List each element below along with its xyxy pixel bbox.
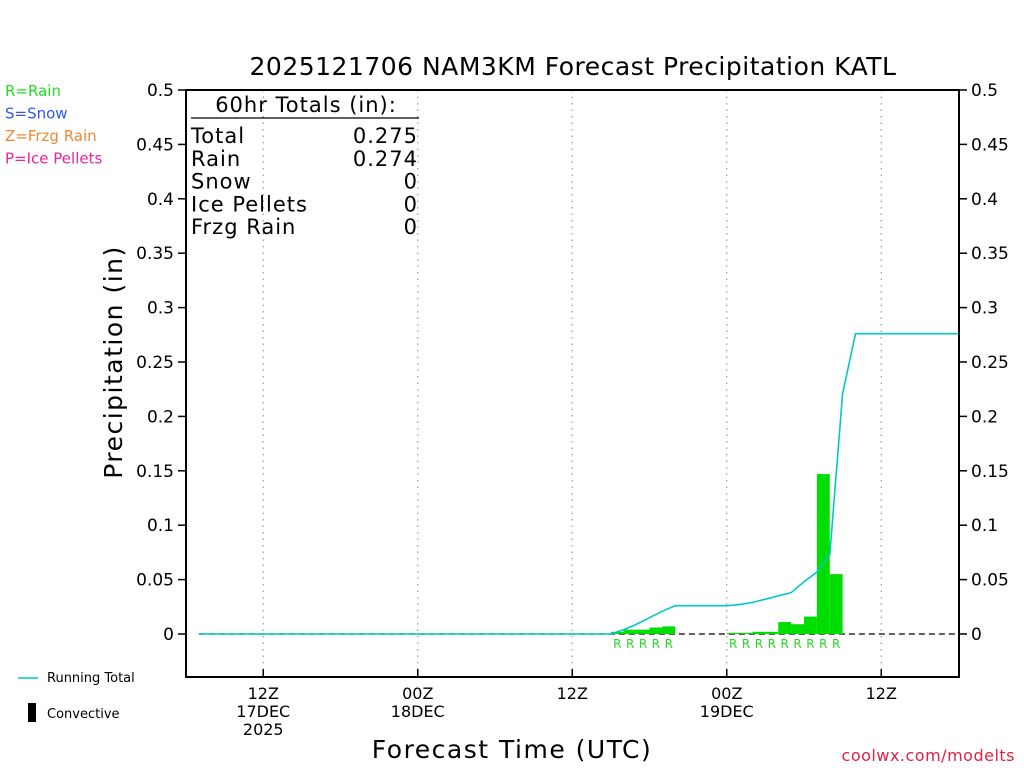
y-tick-label: 0.15 xyxy=(136,462,174,482)
x-tick-label: 12Z xyxy=(248,684,279,703)
y-tick-label-right: 0.05 xyxy=(971,571,1009,591)
x-axis-label: Forecast Time (UTC) xyxy=(372,735,652,764)
line-legend: Running Total Convective xyxy=(18,671,135,722)
precip-bar xyxy=(778,622,792,634)
totals-row-label: Rain xyxy=(191,147,241,171)
y-tick-label-right: 0.25 xyxy=(971,353,1009,373)
y-tick-label-right: 0.15 xyxy=(971,462,1009,482)
precip-bar xyxy=(623,629,637,634)
credit-text: coolwx.com/modelts xyxy=(842,746,1015,765)
precip-type-marker: R xyxy=(768,637,776,651)
y-tick-label: 0.2 xyxy=(147,407,174,427)
totals-heading: 60hr Totals (in): xyxy=(215,93,397,117)
y-tick-label-right: 0.2 xyxy=(971,407,998,427)
y-tick-label: 0.05 xyxy=(136,571,174,591)
convective-legend-swatch xyxy=(28,703,36,722)
y-tick-label-right: 0 xyxy=(971,625,982,645)
x-tick-label: 12Z xyxy=(866,684,897,703)
precip-bar xyxy=(816,474,830,634)
precip-type-legend-item: S=Snow xyxy=(5,105,68,123)
totals-row-value: 0 xyxy=(404,215,418,239)
precip-bar xyxy=(752,631,766,634)
convective-legend-label: Convective xyxy=(47,707,120,722)
x-tick-label: 00Z xyxy=(402,684,433,703)
running-total-legend-label: Running Total xyxy=(47,671,135,686)
totals-row-value: 0.274 xyxy=(353,147,418,171)
precip-bar xyxy=(765,631,779,634)
totals-row-value: 0 xyxy=(404,170,418,194)
precip-type-marker: R xyxy=(729,637,737,651)
precip-type-legend: R=Rain S=Snow Z=Frzg Rain P=Ice Pellets xyxy=(5,82,102,168)
totals-row-value: 0 xyxy=(404,192,418,216)
totals-row-label: Snow xyxy=(191,170,252,194)
precip-bar xyxy=(726,632,740,634)
precip-type-marker: R xyxy=(613,637,621,651)
precip-bar xyxy=(662,626,676,634)
precip-bar xyxy=(791,624,804,634)
y-tick-label: 0.3 xyxy=(147,299,174,319)
precip-bar xyxy=(804,616,817,634)
precip-type-legend-item: Z=Frzg Rain xyxy=(5,127,97,145)
precip-type-marker: R xyxy=(806,637,814,651)
precip-type-marker: R xyxy=(639,637,647,651)
y-axis-left: 0 0.05 0.1 0.15 0.2 0.25 0.3 0.35 0.4 0.45 0.5 xyxy=(136,81,186,645)
running-total-line xyxy=(198,332,959,635)
y-tick-label-right: 0.45 xyxy=(971,135,1009,155)
y-tick-label: 0.4 xyxy=(147,190,174,210)
precip-bar xyxy=(649,627,663,634)
y-axis-label: Precipitation (in) xyxy=(99,245,128,479)
y-tick-label: 0.25 xyxy=(136,353,174,373)
totals-row-value: 0.275 xyxy=(353,124,418,148)
y-tick-label: 0 xyxy=(163,625,174,645)
x-tick-label: 18DEC xyxy=(391,702,445,721)
precip-type-marker: R xyxy=(793,637,801,651)
y-tick-label-right: 0.35 xyxy=(971,244,1009,264)
chart-title: 2025121706 NAM3KM Forecast Precipitation… xyxy=(250,52,897,81)
hourly-precip-bars xyxy=(610,474,843,634)
precip-bar xyxy=(610,631,624,634)
x-tick-label: 12Z xyxy=(557,684,588,703)
precip-type-marker: R xyxy=(755,637,763,651)
totals-row-label: Ice Pellets xyxy=(191,192,308,216)
y-tick-label-right: 0.1 xyxy=(971,516,998,536)
totals-box: 60hr Totals (in): Total 0.275 Rain 0.274 Sno… xyxy=(190,93,419,239)
precip-type-marker: R xyxy=(819,637,827,651)
totals-row-label: Frzg Rain xyxy=(191,215,296,239)
y-tick-label: 0.45 xyxy=(136,135,174,155)
precip-type-marker: R xyxy=(832,637,840,651)
x-tick-label: 17DEC xyxy=(236,702,290,721)
x-tick-label: 00Z xyxy=(711,684,742,703)
precip-type-legend-item: P=Ice Pellets xyxy=(5,150,102,168)
y-tick-label-right: 0.5 xyxy=(971,81,998,101)
precip-type-marker: R xyxy=(665,637,673,651)
y-axis-right: 0 0.05 0.1 0.15 0.2 0.25 0.3 0.35 0.4 0.45 0.5 xyxy=(959,81,1009,645)
y-tick-label: 0.1 xyxy=(147,516,174,536)
precip-type-marker: R xyxy=(742,637,750,651)
x-tick-label: 19DEC xyxy=(700,702,754,721)
precip-type-marker: R xyxy=(626,637,634,651)
precip-type-marker: R xyxy=(652,637,660,651)
totals-row-label: Total xyxy=(190,124,245,148)
y-tick-label-right: 0.3 xyxy=(971,299,998,319)
precip-type-legend-item: R=Rain xyxy=(5,82,61,100)
precip-bar xyxy=(636,629,650,634)
precip-bar xyxy=(739,632,753,634)
x-tick-label: 2025 xyxy=(243,720,284,739)
vertical-grid xyxy=(262,90,882,677)
precip-type-marker: R xyxy=(781,637,789,651)
precip-bar xyxy=(829,574,843,634)
y-tick-label-right: 0.4 xyxy=(971,190,998,210)
y-tick-label: 0.5 xyxy=(147,81,174,101)
y-tick-label: 0.35 xyxy=(136,244,174,264)
